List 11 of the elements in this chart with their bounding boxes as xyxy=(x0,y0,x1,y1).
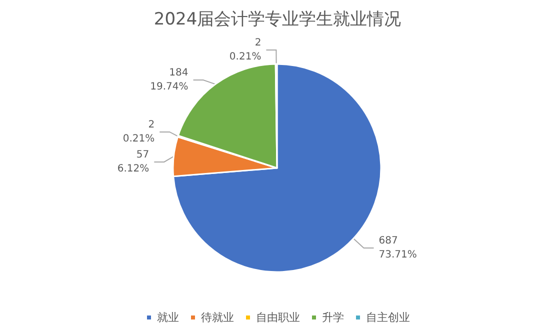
legend-label: 自主创业 xyxy=(366,311,410,324)
chart-title: 2024届会计学专业学生就业情况 xyxy=(154,10,402,30)
data-label: 2 0.21% xyxy=(229,38,262,63)
legend-label: 待就业 xyxy=(201,311,234,324)
data-label: 184 19.74% xyxy=(150,68,188,93)
data-label: 57 6.12% xyxy=(117,149,150,174)
legend-label: 就业 xyxy=(157,311,179,324)
legend-label: 自由职业 xyxy=(256,311,300,324)
legend-label: 升学 xyxy=(322,311,344,324)
data-label: 687 73.71% xyxy=(378,235,417,260)
data-label: 2 0.21% xyxy=(122,119,155,144)
